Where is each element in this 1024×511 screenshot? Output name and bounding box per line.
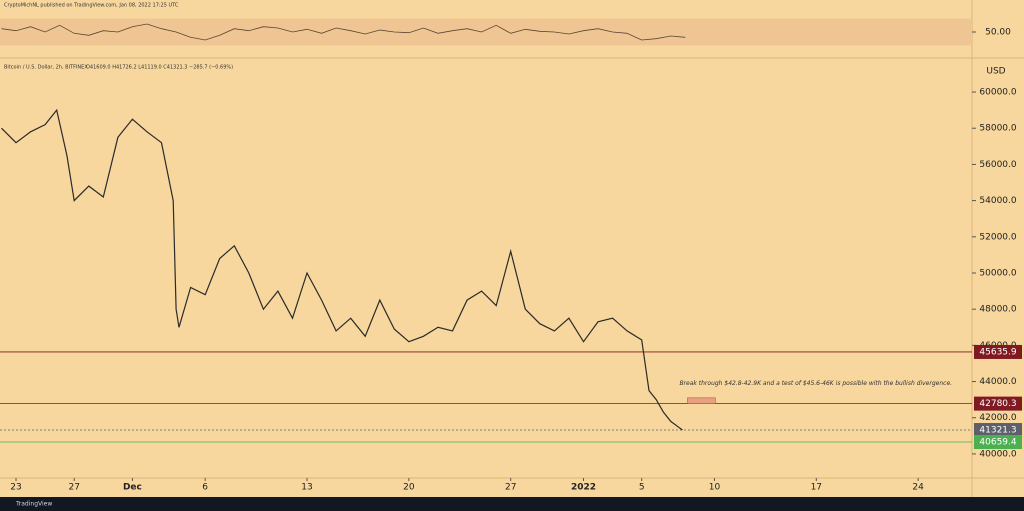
- y-tick-label: 60000.0: [979, 88, 1016, 98]
- price-tag-label: 42780.3: [979, 399, 1016, 409]
- x-tick-label: 10: [709, 483, 721, 493]
- x-tick-label: 20: [403, 483, 415, 493]
- y-tick-label: 42000.0: [979, 413, 1016, 423]
- publisher: CryptoMichNL published on TradingView.co…: [4, 3, 179, 9]
- y-tick-label: 54000.0: [979, 196, 1016, 206]
- y-axis-label: USD: [986, 67, 1005, 77]
- y-tick-label: 56000.0: [979, 160, 1016, 170]
- rsi-band: [0, 18, 972, 46]
- x-tick-label: 13: [301, 483, 312, 493]
- price-tag-label: 40659.4: [979, 438, 1016, 448]
- x-tick-label: 2022: [571, 483, 596, 493]
- price-tag: [974, 435, 1022, 450]
- y-tick-label: 48000.0: [979, 305, 1016, 315]
- x-tick-label: 23: [10, 483, 21, 493]
- series-line: [1, 108, 683, 431]
- annotation: Break through $42.8-42.9K and a test of …: [679, 380, 952, 387]
- series-line: [1, 23, 686, 41]
- x-tick-label: 6: [202, 483, 208, 493]
- price-tag: [974, 423, 1022, 438]
- x-tick-label: Dec: [123, 483, 142, 493]
- x-tick-label: 27: [68, 483, 79, 493]
- y-tick-label: 50000.0: [979, 268, 1016, 278]
- x-tick-label: 27: [505, 483, 516, 493]
- y-tick-label: 58000.0: [979, 124, 1016, 134]
- footer: TradingView: [15, 501, 52, 508]
- background: [0, 0, 1024, 497]
- x-tick-label: 24: [912, 483, 924, 493]
- price-tag-label: 41321.3: [979, 426, 1016, 436]
- x-tick-label: 5: [639, 483, 645, 493]
- price-tag-label: 45635.9: [979, 347, 1016, 357]
- symbol: Bitcoin / U.S. Dollar, 2h, BITFINEX: [4, 65, 88, 71]
- price-tag: [974, 396, 1022, 411]
- y-tick-label: 50.00: [985, 28, 1011, 38]
- y-tick-label: 40000.0: [979, 449, 1016, 459]
- price-tag: [974, 344, 1022, 359]
- y-tick-label: 44000.0: [979, 377, 1016, 387]
- y-tick-label: 52000.0: [979, 232, 1016, 242]
- x-tick-label: 17: [811, 483, 822, 493]
- ohlc: O41609.0 H41726.2 L41119.0 C41321.3 −285…: [86, 65, 233, 71]
- annotation-box: [687, 397, 716, 404]
